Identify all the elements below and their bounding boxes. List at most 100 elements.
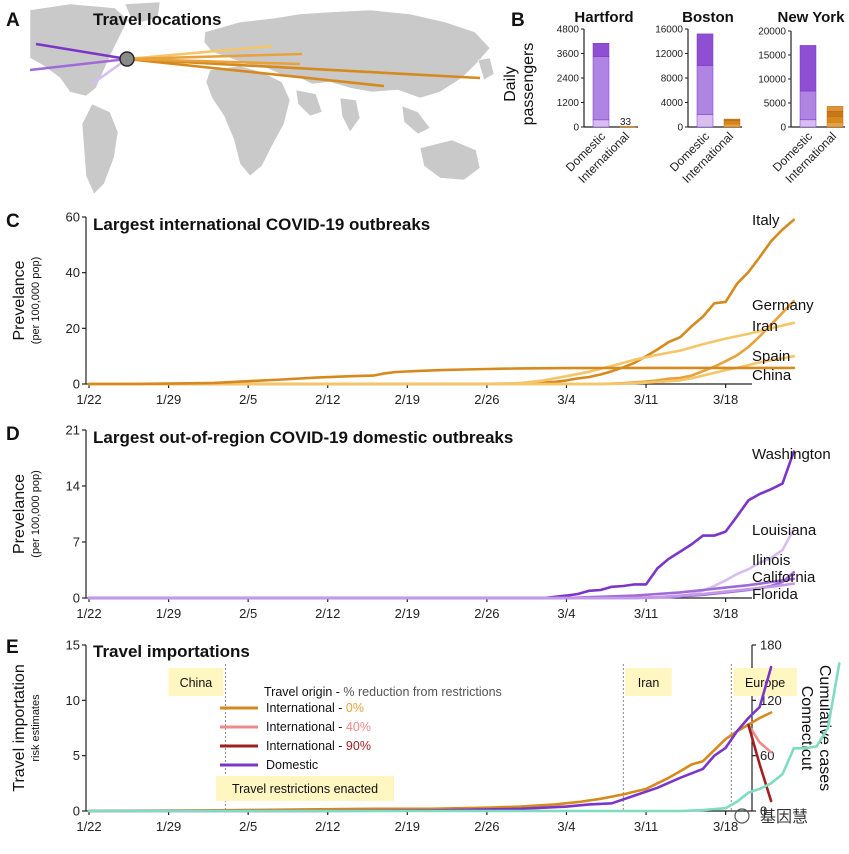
xtick-label: 2/26 [474, 606, 499, 621]
ytick-label: 5 [73, 748, 80, 763]
legend-entry-suffix: 90% [346, 739, 371, 753]
panel-b-ylabel-line-2: passengers [520, 43, 537, 126]
region-marker-label: Europe [745, 676, 785, 690]
panel-b-ytick-label: 0 [780, 123, 786, 134]
watermark-logo-icon [734, 808, 750, 824]
map-landmass-7 [339, 97, 361, 133]
ytick-label: 0 [73, 377, 80, 392]
region-marker-box [625, 668, 672, 696]
series-label: Washington [752, 446, 831, 463]
legend-entry: Domestic [266, 758, 318, 772]
xtick-label: 1/29 [156, 606, 181, 621]
legend-entry: International - 0% [266, 701, 364, 715]
series-label: California [752, 569, 816, 586]
restrictions-box [216, 776, 394, 801]
panel-b-subplot-title: Hartford [574, 9, 633, 26]
xtick-label: 3/4 [557, 606, 575, 621]
series-line-louisiana [87, 527, 796, 600]
xtick-label: 1/29 [156, 392, 181, 407]
y-axis-label: Prevelance (per 100,000 pop) [11, 470, 42, 557]
xtick-label: 2/19 [395, 819, 420, 834]
series-line-spain [87, 354, 796, 386]
map-landmass-9 [419, 139, 481, 181]
panel-b-ytick-label: 20000 [758, 27, 786, 38]
series-label: Florida [752, 586, 799, 603]
panel-b-domestic-bar-segment [696, 114, 714, 128]
series-label: China [752, 367, 792, 384]
legend-title: Travel origin - % reduction from restric… [264, 685, 502, 699]
xtick-label: 3/4 [557, 819, 575, 834]
series-label: Louisiana [752, 522, 817, 539]
legend-title-main: Travel origin - [264, 685, 343, 699]
panel-b-ytick-label: 3600 [557, 49, 580, 60]
panel-b-domestic-bar-segment [592, 43, 610, 57]
legend-entry-name: Domestic [266, 758, 318, 772]
xtick-label: 3/18 [713, 606, 738, 621]
panel-b-international-bar-segment [826, 121, 844, 128]
route-international-5 [126, 57, 301, 66]
xtick-label: 1/22 [76, 392, 101, 407]
y-axis-label-line-2: (per 100,000 pop) [30, 257, 42, 344]
region-marker-label: China [180, 676, 213, 690]
panel-b-international-bar-segment [723, 120, 741, 125]
series-line-domestic [87, 665, 773, 813]
panel-letter-d: D [6, 424, 20, 445]
xtick-label: 3/18 [713, 819, 738, 834]
ytick-label: 0 [73, 591, 80, 606]
panel-b-subplot-3: New York05000100001500020000DomesticInte… [758, 9, 845, 186]
panel-b-ytick-label: 2400 [557, 74, 580, 85]
y-axis-label-line-2: (per 100,000 pop) [30, 470, 42, 557]
panel-b-ytick-label: 0 [573, 123, 579, 134]
panel-letter-c: C [6, 211, 20, 232]
series-line-italy [87, 218, 796, 386]
xtick-label: 2/26 [474, 819, 499, 834]
xtick-label: 2/12 [315, 819, 340, 834]
panel-letter-b: B [511, 10, 525, 31]
series-line-florida [87, 582, 796, 600]
panel-b-subplot-2: Boston0400080001200016000DomesticInterna… [655, 9, 742, 186]
legend-entry-name: International - [266, 739, 346, 753]
y-axis-label-line-1: Prevelance [11, 474, 28, 554]
panel-title: Largest international COVID-19 outbreaks [93, 215, 430, 234]
panel-b-subplot-1: Hartford0120024003600480033DomesticInter… [557, 9, 638, 186]
panel-b-domestic-bar-segment [592, 119, 610, 128]
route-international-1 [126, 44, 273, 61]
right-ytick-label: 120 [760, 693, 782, 708]
xtick-label: 3/4 [557, 392, 575, 407]
panel-b: Dailypassengers Hartford 0 1200 2400 3600 4800… [502, 9, 845, 186]
ytick-label: 7 [73, 535, 80, 550]
y-axis-label-line-1: Prevelance [11, 260, 28, 340]
xtick-label: 2/26 [474, 392, 499, 407]
route-international-4 [126, 57, 385, 88]
xtick-label: 1/22 [76, 606, 101, 621]
series-label: Italy [752, 212, 780, 229]
panel-letter-e: E [6, 637, 19, 658]
panel-b-subplot-title: New York [778, 9, 846, 26]
y-axis-label-line-1: Travel importation [11, 664, 28, 791]
panel-b-ytick-label: 1200 [557, 98, 580, 109]
series-line-germany [87, 299, 796, 386]
ytick-label: 0 [73, 804, 80, 819]
panel-b-international-bar-segment [826, 106, 844, 112]
panel-title: Largest out-of-region COVID-19 domestic … [93, 428, 513, 447]
map-landmass-2 [81, 103, 119, 195]
series-line-international-0- [87, 711, 773, 813]
hub-location-marker [119, 51, 135, 67]
panel-b-ytick-label: 8000 [661, 74, 684, 85]
panel-b-domestic-bar-segment [799, 90, 817, 121]
panel-b-ytick-label: 4000 [661, 98, 684, 109]
series-label: Iran [752, 318, 778, 335]
legend-entry: International - 90% [266, 739, 371, 753]
series-label: Spain [752, 348, 790, 365]
right-ytick-label: 0 [760, 804, 767, 819]
map-landmass-3 [124, 1, 161, 23]
route-international-3 [126, 57, 481, 80]
panel-letter-a: A [6, 10, 20, 31]
map-title: Travel locations [93, 10, 222, 29]
ytick-label: 60 [66, 210, 80, 225]
panel-b-ylabel-line-1: Daily [502, 66, 519, 102]
y-axis-label: Travel importation risk estimates [11, 664, 42, 791]
watermark-text: 基因慧 [760, 808, 808, 826]
xtick-label: 2/12 [315, 392, 340, 407]
xtick-label: 2/5 [239, 819, 257, 834]
